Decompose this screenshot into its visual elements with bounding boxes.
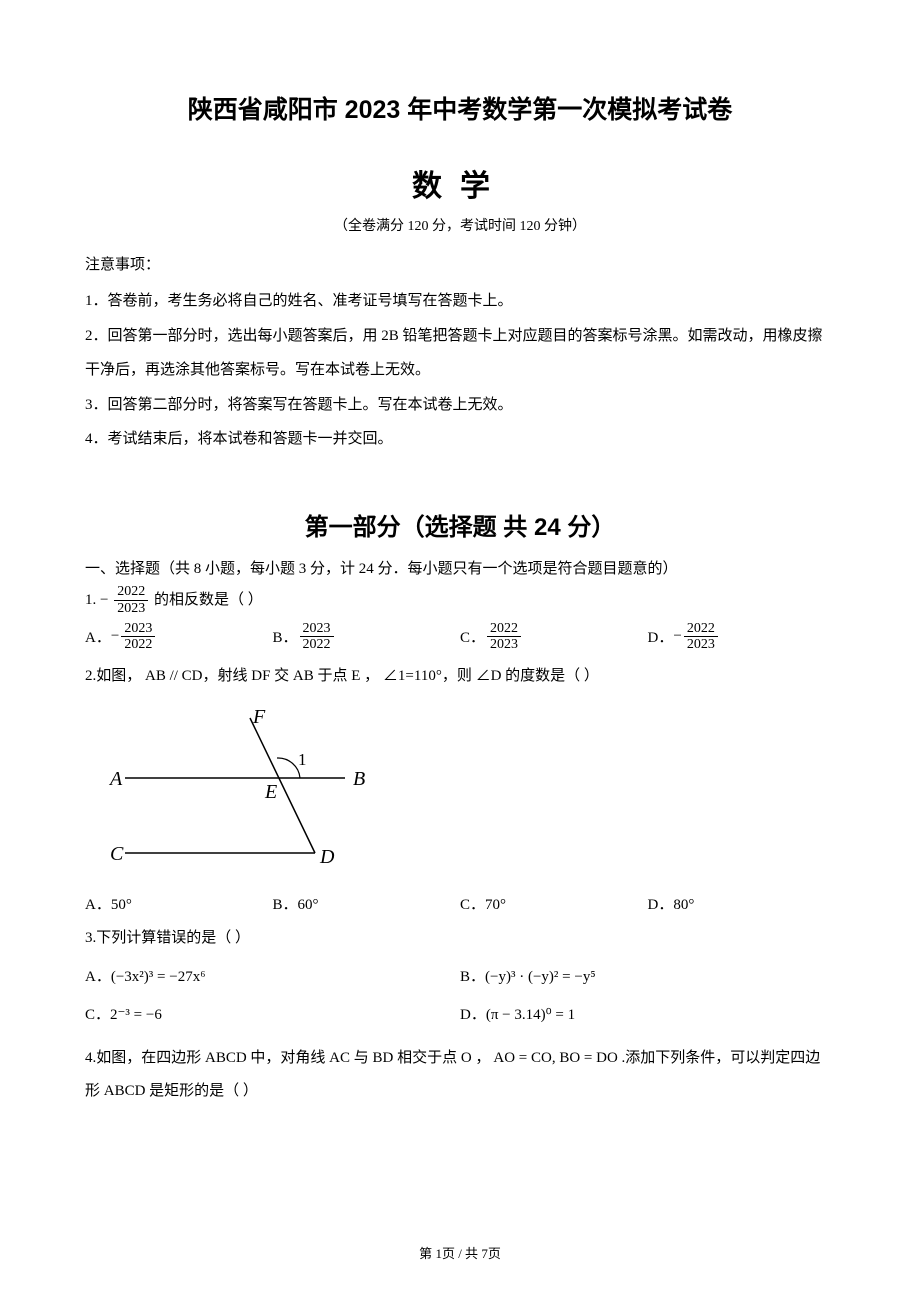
q3-b-expr: (−y)³ · (−y)² = −y⁵ [485,959,596,997]
notice-item-1: 1．答卷前，考生务必将自己的姓名、准考证号填写在答题卡上。 [85,284,835,319]
question-2: 2.如图， AB // CD，射线 DF 交 AB 于点 E ， ∠1=110°… [85,660,835,693]
page-footer: 第 1页 / 共 7页 [0,1243,920,1262]
q2-svg: A B C D E F 1 [105,703,385,878]
label-b: B [353,768,365,790]
label-1: 1 [298,750,307,769]
line-df [250,718,315,853]
section-1-desc: 一、选择题（共 8 小题，每小题 3 分，计 24 分．每小题只有一个选项是符合… [85,557,835,578]
section-1-title: 第一部分（选择题 共 24 分） [85,507,835,542]
q1-d-num: 2022 [684,621,718,637]
label-e: E [264,781,277,803]
q1-c-frac: 2022 2023 [487,621,521,653]
question-1: 1. − 2022 2023 的相反数是（ ） [85,584,835,617]
q1-d-frac: 2022 2023 [684,621,718,653]
exam-page: 陕西省咸阳市 2023 年中考数学第一次模拟考试卷 数学 （全卷满分 120 分… [0,0,920,1302]
notice-item-4: 4．考试结束后，将本试卷和答题卡一并交回。 [85,422,835,457]
q2-text: 2.如图， AB // CD，射线 DF 交 AB 于点 E ， ∠1=110°… [85,668,599,684]
q1-opt-d: D． − 2022 2023 [648,621,836,653]
q1-c-num: 2022 [487,621,521,637]
q1-a-den: 2022 [121,637,155,652]
q1-d-label: D． [648,626,674,647]
q1-options: A． − 2023 2022 B． 2023 2022 C． 2022 2023… [85,621,835,653]
footer-suffix: 页 [488,1246,501,1261]
footer-prefix: 第 [419,1246,435,1261]
angle-arc [277,758,300,778]
q3-opt-b: B． (−y)³ · (−y)² = −y⁵ [460,959,835,997]
q1-opt-c: C． 2022 2023 [460,621,648,653]
q1-opt-a: A． − 2023 2022 [85,621,273,653]
q3-options: A． (−3x²)³ = −27x⁶ B． (−y)³ · (−y)² = −y… [85,959,835,1034]
q2-opt-b: B．60° [273,893,461,914]
q3-d-label: D． [460,997,486,1035]
exam-title: 陕西省咸阳市 2023 年中考数学第一次模拟考试卷 [85,90,835,126]
exam-info: （全卷满分 120 分，考试时间 120 分钟） [85,215,835,235]
q1-d-den: 2023 [684,637,718,652]
q3-c-label: C． [85,997,110,1035]
notice-header: 注意事项： [85,253,835,274]
footer-mid: 页 / 共 [442,1246,481,1261]
q2-options: A．50° B．60° C．70° D．80° [85,893,835,914]
q3-a-expr: (−3x²)³ = −27x⁶ [111,959,206,997]
q1-suffix: 的相反数是（ ） [154,592,263,608]
q2-opt-c: C．70° [460,893,648,914]
notice-item-2: 2．回答第一部分时，选出每小题答案后，用 2B 铅笔把答题卡上对应题目的答案标号… [85,319,835,388]
q1-d-neg: − [673,628,681,645]
q3-opt-a: A． (−3x²)³ = −27x⁶ [85,959,460,997]
q3-opt-c: C． 2⁻³ = −6 [85,997,460,1035]
label-f: F [252,706,266,728]
subject-title: 数学 [85,161,835,205]
label-a: A [108,768,123,790]
q3-opt-d: D． (π − 3.14)⁰ = 1 [460,997,835,1035]
question-4: 4.如图，在四边形 ABCD 中，对角线 AC 与 BD 相交于点 O ， AO… [85,1042,835,1108]
q1-a-neg: − [111,628,119,645]
q1-frac-den: 2023 [114,601,148,616]
q3-c-expr: 2⁻³ = −6 [110,997,162,1035]
q1-c-label: C． [460,626,485,647]
q1-b-frac: 2023 2022 [300,621,334,653]
q1-c-den: 2023 [487,637,521,652]
notice-item-3: 3．回答第二部分时，将答案写在答题卡上。写在本试卷上无效。 [85,388,835,423]
q1-a-num: 2023 [121,621,155,637]
q2-diagram: A B C D E F 1 [105,703,835,883]
q1-b-den: 2022 [300,637,334,652]
q3-d-expr: (π − 3.14)⁰ = 1 [486,997,575,1035]
q1-b-label: B． [273,626,298,647]
q1-b-num: 2023 [300,621,334,637]
q1-frac-num: 2022 [114,584,148,600]
q3-a-label: A． [85,959,111,997]
label-d: D [319,846,335,868]
q1-fraction: 2022 2023 [114,584,148,616]
q1-neg: − [100,592,108,608]
label-c: C [110,843,124,865]
q1-a-label: A． [85,626,111,647]
q2-opt-a: A．50° [85,893,273,914]
q2-opt-d: D．80° [648,893,836,914]
q3-b-label: B． [460,959,485,997]
q1-a-frac: 2023 2022 [121,621,155,653]
question-3: 3.下列计算错误的是（ ） [85,922,835,955]
q1-label: 1. [85,592,96,608]
q1-opt-b: B． 2023 2022 [273,621,461,653]
